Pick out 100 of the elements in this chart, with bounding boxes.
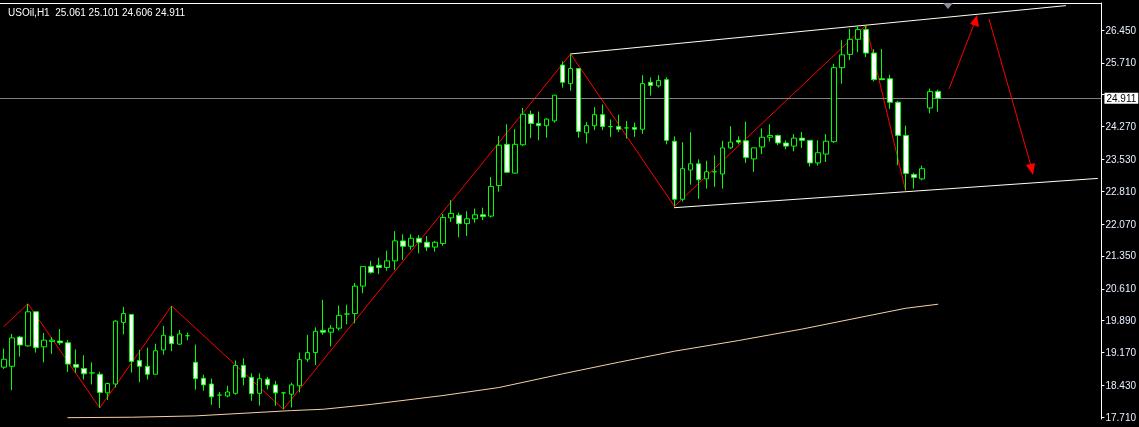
candlestick <box>759 127 765 155</box>
candlestick <box>81 354 87 381</box>
candlestick <box>775 134 781 146</box>
candlestick <box>193 344 198 391</box>
candlestick <box>648 76 653 97</box>
candlestick <box>576 68 581 139</box>
candlestick <box>560 60 565 89</box>
candlestick <box>241 357 246 386</box>
candlestick <box>225 385 230 398</box>
candlestick <box>89 361 95 385</box>
candlestick <box>73 348 79 374</box>
candlestick <box>935 89 941 113</box>
candlestick <box>887 74 893 110</box>
candlestick <box>169 305 174 352</box>
candlestick <box>408 233 414 251</box>
candlestick <box>273 380 278 407</box>
y-tick-label: 22.070 <box>1105 218 1137 230</box>
candlestick <box>656 74 661 89</box>
candlestick <box>488 176 494 218</box>
candlestick <box>105 382 110 401</box>
line-series <box>67 303 939 419</box>
candlestick <box>815 139 821 167</box>
candlestick <box>903 125 909 191</box>
candlestick <box>344 304 350 325</box>
candlestick <box>720 140 725 190</box>
candlestick <box>624 120 629 140</box>
candlestick <box>743 121 749 164</box>
candlestick <box>847 28 853 61</box>
candlestick <box>464 210 470 237</box>
y-tick-label: 21.350 <box>1105 250 1137 262</box>
candlestick <box>911 172 917 190</box>
candlestick <box>528 110 534 139</box>
candlestick <box>41 332 47 363</box>
candlestick <box>313 326 318 366</box>
y-tick-label: 25.710 <box>1105 57 1137 69</box>
y-tick-label: 17.710 <box>1105 411 1137 423</box>
candlestick <box>839 39 845 85</box>
candlestick <box>496 135 502 193</box>
candlestick <box>879 48 885 81</box>
candlestick <box>504 123 510 174</box>
candlestick <box>600 103 605 131</box>
candlestick <box>863 24 869 58</box>
candlestick <box>767 123 773 143</box>
candlestick <box>855 25 861 53</box>
candlestick <box>145 347 150 381</box>
candlestick <box>640 74 645 135</box>
candlestick <box>392 230 398 271</box>
candlestick <box>424 235 430 252</box>
candlestick <box>791 133 797 152</box>
candlestick <box>472 208 478 224</box>
candlestick <box>336 305 342 331</box>
candlestick <box>831 63 837 144</box>
candlestick <box>783 139 789 150</box>
candlestick <box>712 154 717 188</box>
candlestick <box>33 311 39 354</box>
candlestick <box>512 128 518 175</box>
candlestick <box>584 121 589 144</box>
candlestick <box>297 352 302 393</box>
candlestick <box>161 325 166 356</box>
candlestick <box>728 125 733 150</box>
candlestick <box>1 348 7 370</box>
candlestick <box>257 372 262 407</box>
y-tick-label: 19.890 <box>1105 315 1137 327</box>
candlestick <box>688 131 693 186</box>
candlestick <box>608 119 613 138</box>
candlestick <box>448 199 454 223</box>
candlestick <box>49 336 55 355</box>
candlestick <box>328 324 334 347</box>
candlestick <box>137 349 142 383</box>
candlestick <box>153 343 158 375</box>
candlestick <box>121 306 126 335</box>
candlestick <box>233 360 238 396</box>
candlestick <box>97 371 103 409</box>
candlestick <box>440 213 446 247</box>
candlestick <box>552 94 557 124</box>
candlestick <box>592 106 597 131</box>
y-tick-label: 24.270 <box>1105 121 1137 133</box>
candlestick <box>400 233 406 261</box>
candlestick <box>823 133 829 163</box>
candlestick <box>536 111 541 141</box>
candlestick <box>480 207 486 221</box>
candlestick <box>456 212 462 238</box>
candlestick <box>201 374 206 392</box>
candlestick <box>360 266 366 294</box>
candlestick <box>664 76 669 145</box>
candlestick <box>217 391 222 409</box>
candlestick <box>281 391 286 410</box>
candlestick <box>57 328 63 346</box>
candlestick <box>320 299 326 336</box>
y-tick-label: 19.170 <box>1105 347 1137 359</box>
y-tick-label: 20.610 <box>1105 283 1137 295</box>
candlestick <box>416 234 422 254</box>
candlestick <box>17 335 23 358</box>
candlestick <box>871 48 877 82</box>
candlestick <box>544 117 549 139</box>
candlestick <box>927 88 933 114</box>
y-tick-label: 26.450 <box>1105 24 1137 36</box>
candlestick <box>632 122 637 138</box>
candlestick <box>736 135 741 145</box>
candlestick <box>65 339 71 373</box>
